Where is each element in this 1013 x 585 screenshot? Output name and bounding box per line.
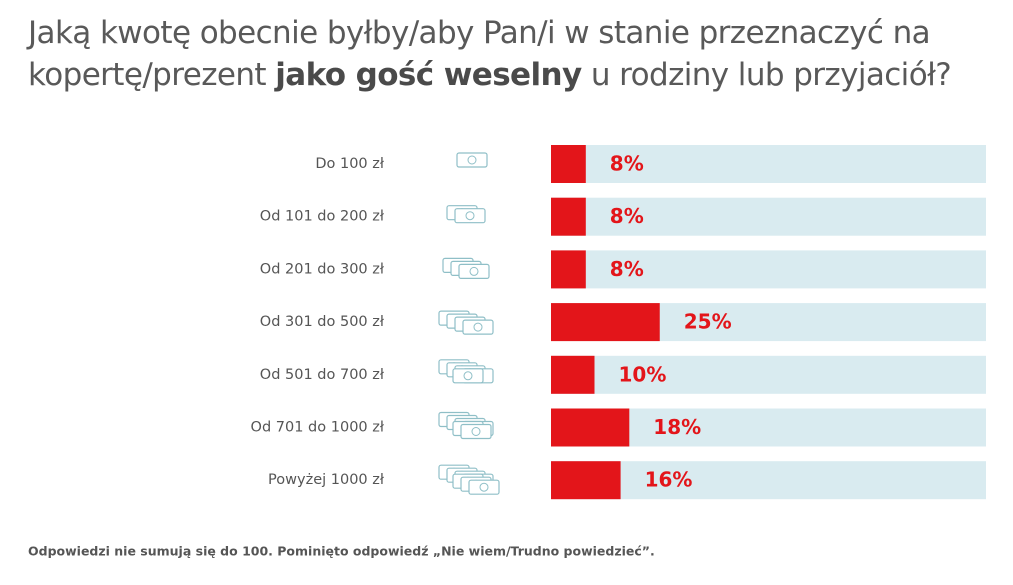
money-icon (468, 479, 500, 495)
title-part: u rodziny lub przyjaciół? (590, 57, 952, 93)
value-label: 8% (610, 204, 644, 228)
bar (551, 303, 660, 342)
category-label: Od 701 do 1000 zł (251, 420, 385, 436)
category-label: Od 301 do 500 zł (260, 314, 385, 330)
bar-track (551, 250, 986, 289)
category-label: Od 201 do 300 zł (260, 261, 385, 277)
value-label: 16% (645, 468, 693, 492)
bar (551, 197, 586, 236)
bar (551, 250, 586, 289)
category-label: Do 100 zł (315, 156, 385, 172)
bar (551, 461, 621, 500)
money-icon (471, 427, 481, 436)
money-icon (465, 211, 475, 221)
footnote: Odpowiedzi nie sumują się do 100. Pomini… (28, 544, 655, 559)
value-label: 10% (619, 362, 667, 386)
title-part: Jaką kwotę obecnie byłby/aby Pan/i w sta… (28, 15, 931, 93)
bar-track (551, 197, 986, 236)
money-icon (460, 423, 492, 440)
money-icon (458, 263, 490, 279)
bar-track (551, 355, 986, 394)
bar-track (551, 145, 986, 183)
money-icon (452, 368, 484, 384)
category-label: Od 101 do 200 zł (260, 209, 385, 225)
category-label: Od 501 do 700 zł (260, 367, 385, 383)
value-label: 8% (610, 257, 644, 281)
bar-track (551, 461, 986, 500)
chart-title: Jaką kwotę obecnie byłby/aby Pan/i w sta… (28, 12, 988, 96)
bar (551, 145, 586, 183)
bar (551, 408, 630, 447)
money-icon (469, 266, 479, 276)
money-icon (473, 322, 483, 332)
money-icon (467, 155, 477, 165)
bar (551, 355, 595, 394)
money-icon (462, 319, 494, 335)
value-label: 8% (610, 152, 644, 176)
value-label: 18% (653, 415, 701, 439)
money-icon (463, 371, 473, 381)
money-icon (454, 208, 486, 224)
money-icon (456, 152, 488, 168)
money-icon (479, 482, 489, 492)
category-label: Powyżej 1000 zł (268, 472, 385, 488)
value-label: 25% (684, 310, 732, 334)
title-bold: jako gość weselny (275, 57, 582, 93)
